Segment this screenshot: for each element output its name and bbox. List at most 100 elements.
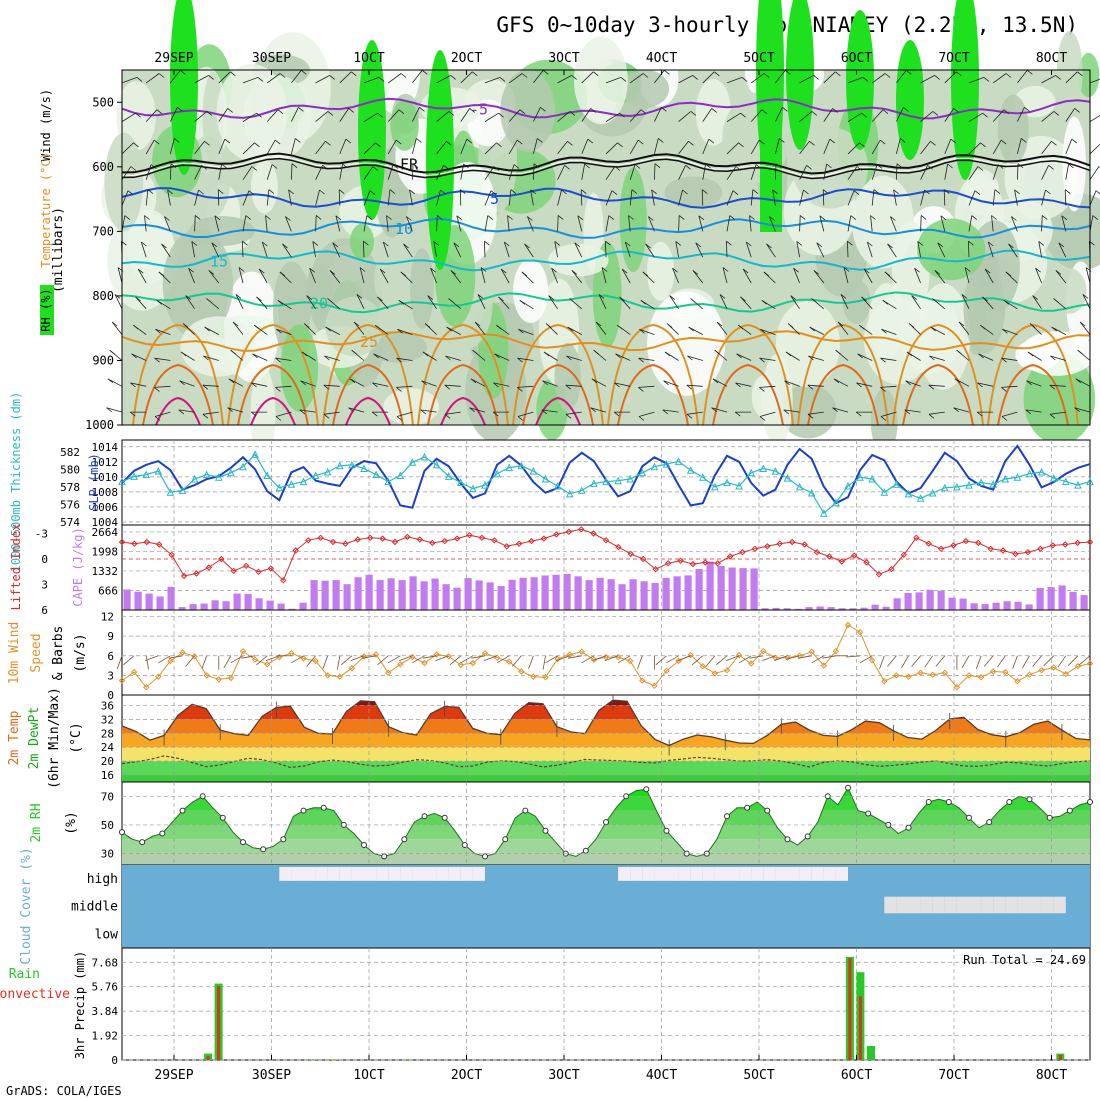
wind-barb-feather: [932, 298, 938, 303]
wind-barb-feather: [917, 241, 924, 246]
cape-bar: [398, 580, 406, 610]
wind-barb-feather: [1051, 326, 1057, 332]
wind-barb: [799, 189, 804, 206]
wind-barb-feather: [323, 384, 330, 390]
wind-barb-feather: [617, 142, 623, 148]
wind-barb: [541, 409, 558, 413]
lifted-index-point: [1012, 550, 1019, 558]
wind-barb: [412, 70, 423, 84]
wind-barb-feather: [879, 139, 886, 145]
wind-barb: [857, 353, 873, 361]
cloud-high-gap: [436, 867, 449, 881]
wind-barb-feather: [974, 190, 981, 196]
wind-barb: [808, 355, 824, 361]
lifted-index-point: [453, 535, 461, 542]
wind-barb-feather: [499, 77, 506, 82]
wind-barb-feather: [185, 295, 191, 300]
wind-barb: [992, 109, 1005, 122]
wind-barb-feather: [947, 163, 953, 169]
cape-bar: [541, 575, 549, 610]
wind-barb-feather: [251, 166, 258, 171]
wind-barb-feather: [669, 295, 675, 300]
wind-barb: [702, 108, 713, 122]
wind-barb: [688, 326, 703, 335]
thickness-point: [759, 464, 768, 472]
cloud-high-gap: [654, 867, 667, 881]
lifted-index-tick-label: -3: [35, 528, 48, 541]
isotherm-loop-35: [440, 396, 486, 426]
wind-barb: [379, 268, 389, 284]
wind-barb-feather: [106, 407, 112, 413]
wind-barb-feather: [524, 243, 530, 249]
wind-barb: [276, 328, 292, 335]
wind-barb: [740, 296, 752, 310]
wind-barb-feather: [1029, 323, 1036, 328]
wind-barb-feather: [637, 139, 644, 145]
wind-barb: [847, 112, 862, 122]
thickness-point: [686, 466, 695, 474]
wind-barb-feather: [1058, 242, 1065, 248]
wind-barb: [117, 267, 123, 284]
wind-barb: [1079, 321, 1091, 335]
isotherm-loop-30: [332, 363, 404, 426]
wind-barb: [386, 215, 389, 232]
wind-barb-feather: [803, 189, 809, 195]
wind-barb-feather: [719, 294, 726, 299]
wind-barb-feather: [686, 384, 693, 390]
lifted-index-point: [826, 553, 833, 560]
wind-barb-feather: [634, 164, 641, 169]
wind-barb: [154, 411, 171, 417]
slp-tick-label: 1004: [92, 516, 119, 529]
wind-barb-feather: [383, 241, 389, 247]
wind-barb-feather: [201, 164, 207, 170]
cape-bar: [805, 607, 813, 610]
wind-barb: [1065, 163, 1069, 180]
cape-bar: [134, 591, 142, 610]
wind-barb-feather: [605, 240, 611, 246]
lifted-index-point: [726, 553, 734, 560]
wind-barb: [577, 215, 583, 232]
cape-bar: [893, 598, 901, 610]
rh-contour: [775, 301, 841, 388]
temp-ylabel-3: (6hr Min/Max): [47, 687, 62, 789]
wind-barb-feather: [783, 409, 790, 415]
wind-barb: [920, 215, 922, 232]
wind10m-speed-point: [905, 673, 912, 680]
wind10m-barb: [556, 655, 570, 661]
wind10m-speed-point: [651, 682, 658, 690]
lifted-index-point: [230, 567, 237, 575]
wind-barb: [275, 357, 292, 361]
wind-barb-feather: [642, 271, 649, 277]
wind10m-speed-point: [348, 664, 356, 672]
lifted-index-point: [180, 572, 188, 580]
wind-barb: [359, 267, 365, 284]
wind-barb: [847, 142, 860, 155]
wind10m-tick-label: 3: [107, 669, 114, 682]
wind-barb-feather: [206, 298, 212, 303]
wind-barb: [291, 70, 302, 84]
lifted-index-point: [987, 545, 994, 553]
wind-barb: [890, 216, 897, 232]
wind-barb: [372, 382, 389, 387]
wind-barb-feather: [847, 240, 853, 246]
wind-barb: [735, 382, 752, 387]
cape-bar: [717, 566, 725, 610]
cape-bar: [838, 608, 846, 610]
wind-barb: [759, 411, 776, 417]
lifted-index-point: [491, 537, 498, 544]
wind-barb-feather: [822, 189, 829, 194]
wind-barb: [242, 215, 247, 232]
wind-barb-feather: [663, 380, 669, 386]
wind-barb: [446, 326, 461, 335]
top-date-label: 6OCT: [841, 51, 872, 66]
wind-barb-feather: [569, 298, 575, 303]
wind-barb-feather: [156, 299, 163, 305]
wind-barb-feather: [819, 215, 826, 221]
wind-barb: [185, 295, 195, 310]
wind-barb-feather: [466, 138, 473, 144]
rh2m-point: [643, 786, 650, 793]
wind-barb: [686, 384, 703, 387]
isotherm-line: [121, 217, 1091, 239]
wind-barb-feather: [593, 349, 599, 355]
wind-barb-feather: [628, 215, 634, 220]
